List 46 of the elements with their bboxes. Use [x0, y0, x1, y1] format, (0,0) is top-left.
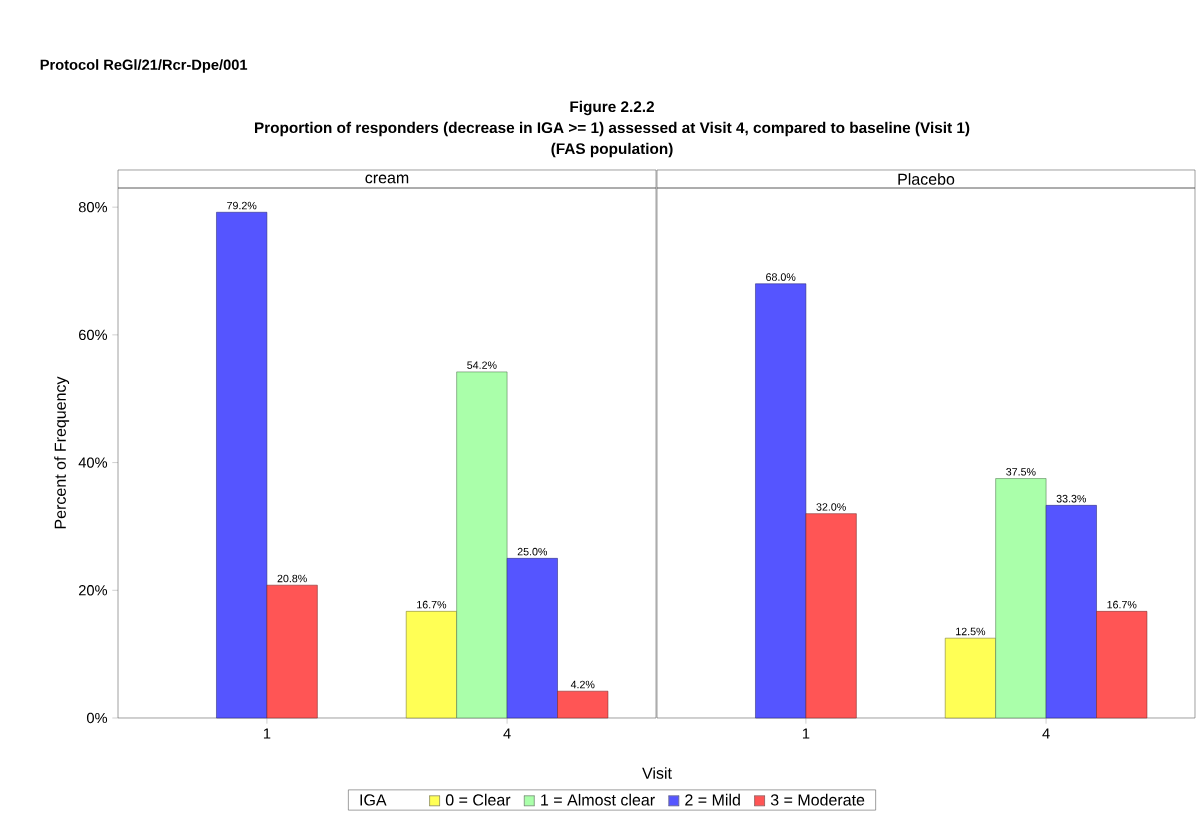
y-tick-label: 60%	[79, 329, 108, 341]
bar	[995, 478, 1047, 719]
x-tick-label: 4	[1042, 728, 1050, 739]
data-label: 16.7%	[417, 600, 447, 609]
chart-title: Placebo	[898, 173, 955, 185]
data-label: 33.3%	[1056, 494, 1087, 503]
bar	[557, 690, 609, 719]
data-label: 20.8%	[277, 574, 307, 583]
bar	[755, 283, 807, 719]
x-tick-label: 1	[263, 728, 271, 739]
data-label: 4.2%	[570, 680, 595, 689]
bar	[266, 584, 318, 719]
bar	[805, 513, 857, 719]
y-tick-label: 80%	[78, 201, 108, 213]
legend-title: IGA	[360, 794, 387, 806]
text: (FAS population)	[551, 142, 673, 158]
x-axis-title: Visit	[642, 767, 672, 779]
y-tick-label: 0%	[86, 712, 108, 724]
bar	[456, 371, 508, 719]
bar	[944, 637, 996, 719]
x-tick-label: 4	[503, 728, 511, 739]
legend-label: 2 = Mild	[685, 793, 740, 806]
text: Proportion of responders (decrease in IGA >= 1) assessed at Visit 4, compared to baseline (Visit 1)	[254, 121, 970, 137]
data-label: 68.0%	[766, 273, 796, 281]
caption: Figure 2.2.2	[570, 100, 654, 116]
legend-label: 0 = Clear	[445, 793, 511, 806]
data-label: 79.2%	[227, 201, 257, 210]
data-label: 25.0%	[517, 547, 548, 556]
data-label: 32.0%	[816, 503, 846, 511]
data-label: 16.7%	[1107, 600, 1137, 609]
legend-label: 3 = Moderate	[770, 793, 865, 806]
y-tick-label: 40%	[78, 457, 108, 468]
bar	[216, 211, 268, 719]
x-tick-label: 1	[802, 728, 810, 739]
bar	[506, 558, 558, 719]
bar	[1096, 611, 1148, 719]
data-label: 54.2%	[467, 361, 497, 369]
chart-title: cream	[365, 174, 409, 184]
bar	[1045, 505, 1097, 719]
bar	[405, 611, 457, 719]
y-tick-label: 20%	[78, 585, 108, 596]
data-label: 12.5%	[956, 627, 986, 636]
legend-label: 1 = Almost clear	[541, 793, 655, 806]
text: Protocol ReGl/21/Rcr-Dpe/001	[40, 59, 248, 73]
y-axis-title: Percent of Frequency	[54, 376, 70, 529]
data-label: 37.5%	[1006, 468, 1036, 476]
